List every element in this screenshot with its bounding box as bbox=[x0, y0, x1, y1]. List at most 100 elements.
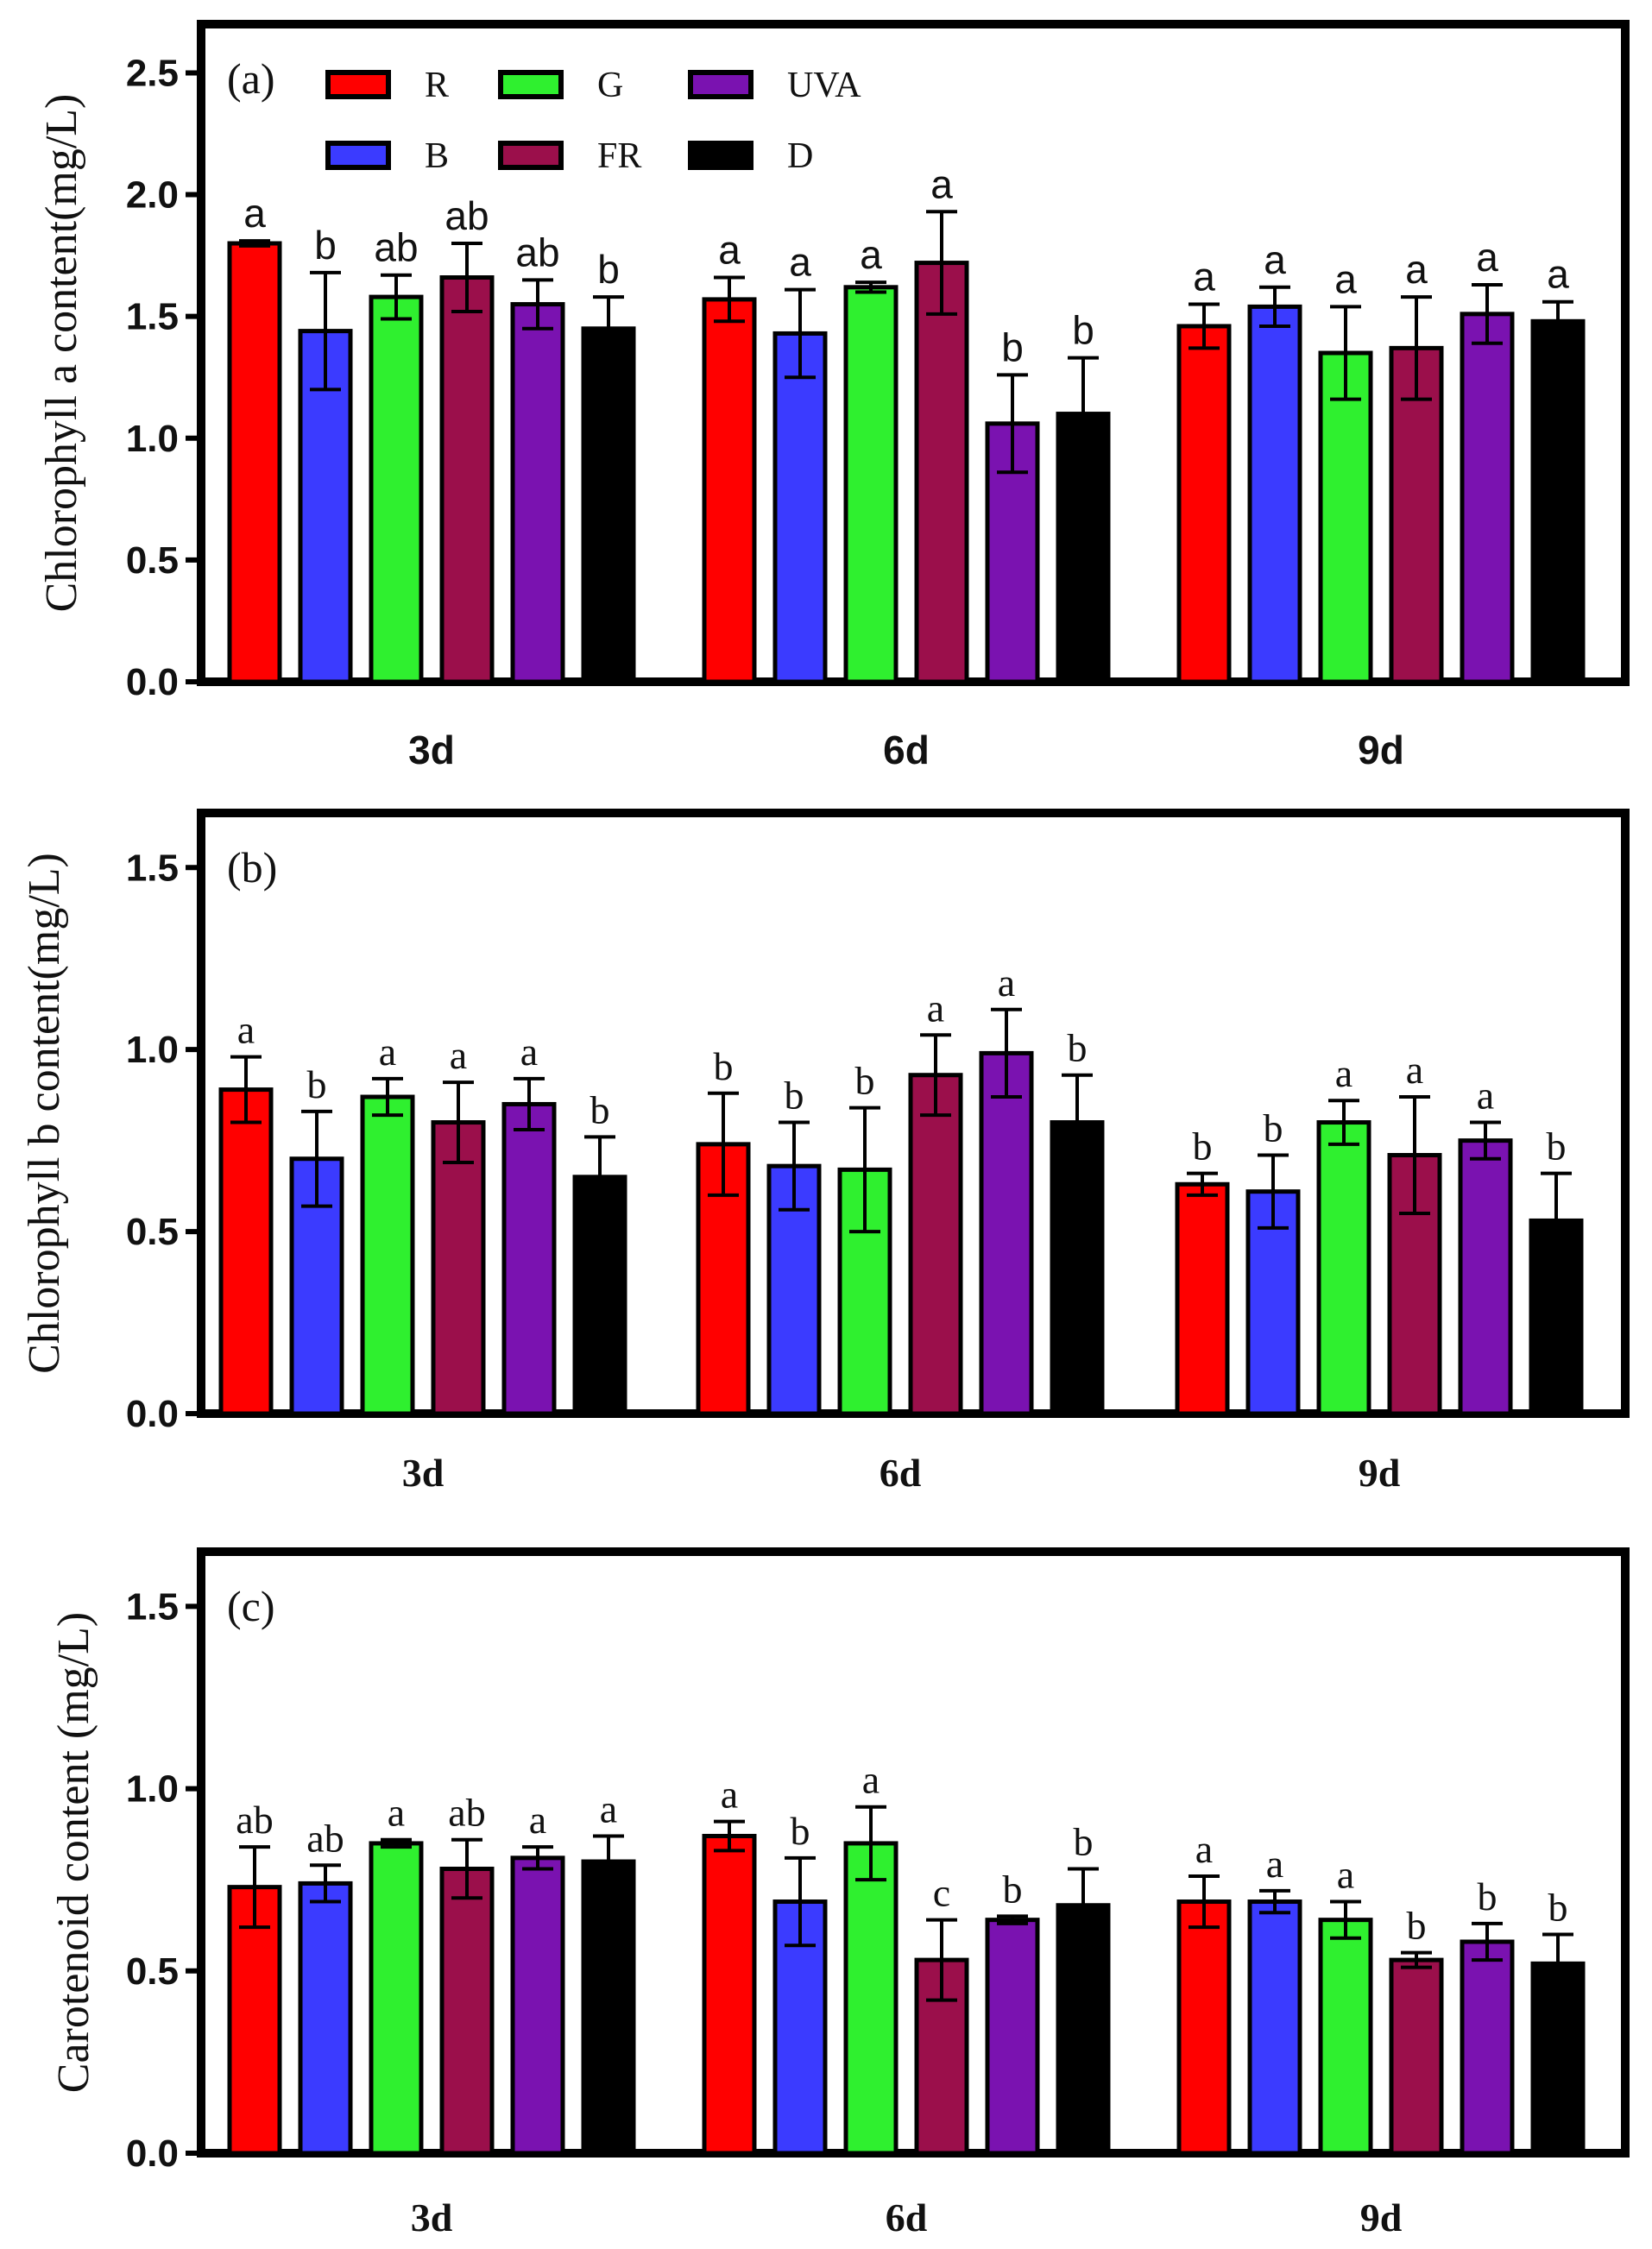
bar-d bbox=[581, 326, 636, 684]
bar-g bbox=[360, 1094, 415, 1416]
significance-letter: a bbox=[718, 228, 741, 273]
significance-letter: a bbox=[721, 1773, 738, 1817]
bar-uva bbox=[501, 1101, 557, 1416]
significance-letter: a bbox=[1405, 247, 1428, 292]
significance-letter: a bbox=[1193, 255, 1215, 299]
bar-fr bbox=[1389, 1957, 1444, 2156]
y-tick-label: 0.0 bbox=[126, 1393, 179, 1435]
x-category-label: 3d bbox=[402, 1451, 445, 1495]
significance-letter: a bbox=[520, 1030, 538, 1074]
y-tick-label: 2.0 bbox=[126, 174, 179, 217]
bar-uva bbox=[510, 302, 565, 684]
y-axis-label: Chlorophyll b content(mg/L) bbox=[20, 853, 69, 1374]
significance-letter: b bbox=[791, 1809, 810, 1853]
significance-letter: ab bbox=[306, 1816, 344, 1860]
legend-label: UVA bbox=[787, 66, 861, 105]
significance-letter: a bbox=[1406, 1048, 1423, 1092]
panel-label: (b) bbox=[227, 843, 277, 891]
significance-letter: b bbox=[1407, 1904, 1427, 1948]
legend-entry-fr: FR bbox=[498, 136, 641, 176]
significance-letter: a bbox=[930, 161, 953, 206]
significance-letter: b bbox=[1074, 1820, 1094, 1864]
bar-d bbox=[1530, 1961, 1586, 2156]
significance-letter: b bbox=[1264, 1106, 1283, 1150]
significance-letter: b bbox=[307, 1062, 327, 1106]
bar-d bbox=[581, 1859, 636, 2156]
significance-letter: b bbox=[314, 223, 337, 268]
plot-frame bbox=[197, 1547, 1630, 2158]
legend-label: R bbox=[425, 66, 449, 105]
significance-letter: a bbox=[1195, 1827, 1213, 1871]
significance-letter: ab bbox=[236, 1798, 273, 1842]
bar-b bbox=[1247, 304, 1302, 684]
chart-panel-2: 0.0 0.5 1.0 1.5 Chlorophyll b content(mg/L) 3… bbox=[20, 809, 1630, 1495]
significance-letter: a bbox=[529, 1798, 546, 1842]
bar-g bbox=[843, 1841, 899, 2156]
significance-letter: ab bbox=[445, 193, 489, 238]
y-tick-label: 1.0 bbox=[126, 1768, 179, 1811]
legend-swatch bbox=[688, 141, 753, 170]
legend-swatch bbox=[688, 70, 753, 99]
y-tick-label: 1.0 bbox=[126, 1029, 179, 1071]
y-tick-label: 1.0 bbox=[126, 418, 179, 460]
legend-entry-b: B bbox=[325, 136, 449, 176]
legend-label: B bbox=[425, 136, 449, 176]
bar-r bbox=[1176, 324, 1232, 684]
bar-fr bbox=[1389, 345, 1444, 684]
bar-d bbox=[1530, 318, 1586, 684]
significance-letter: a bbox=[862, 1758, 880, 1802]
significance-letter: b bbox=[785, 1074, 804, 1118]
y-tick-label: 1.5 bbox=[126, 1585, 179, 1628]
legend-swatch bbox=[498, 141, 564, 170]
bar-d bbox=[1050, 1120, 1105, 1416]
x-category-label: 6d bbox=[886, 2195, 928, 2240]
bar-uva bbox=[985, 1918, 1040, 2156]
significance-letter: a bbox=[1335, 1051, 1352, 1095]
y-tick-label: 1.5 bbox=[126, 296, 179, 338]
y-tick-label: 2.5 bbox=[126, 52, 179, 94]
significance-letter: b bbox=[597, 247, 620, 292]
bar-g bbox=[843, 285, 899, 684]
significance-letter: b bbox=[1068, 1026, 1088, 1070]
legend-swatch bbox=[498, 70, 564, 99]
significance-letter: ab bbox=[515, 230, 559, 274]
significance-letter: a bbox=[1266, 1842, 1283, 1886]
significance-letter: a bbox=[1476, 235, 1498, 280]
significance-letter: b bbox=[1478, 1874, 1498, 1918]
bar-b bbox=[1247, 1899, 1302, 2156]
legend-label: D bbox=[787, 136, 813, 176]
y-tick-label: 0.0 bbox=[126, 661, 179, 703]
significance-letter: b bbox=[855, 1059, 875, 1103]
significance-letter: a bbox=[789, 240, 811, 285]
significance-letter: b bbox=[1547, 1124, 1567, 1169]
bar-uva bbox=[1458, 1138, 1513, 1416]
bar-uva bbox=[979, 1050, 1034, 1416]
chart-panel-1: 0.0 0.5 1.0 1.5 2.0 2.5 Chlorophyll a content(… bbox=[37, 20, 1630, 772]
x-category-label: 9d bbox=[1360, 2195, 1403, 2240]
x-category-label: 9d bbox=[1358, 728, 1404, 772]
bar-r bbox=[702, 1833, 757, 2156]
legend-swatch bbox=[325, 141, 391, 170]
legend-entry-uva: UVA bbox=[688, 66, 861, 105]
bar-r bbox=[227, 241, 282, 684]
significance-letter: a bbox=[1334, 256, 1357, 301]
y-tick-label: 0.5 bbox=[126, 1211, 179, 1253]
bar-r bbox=[227, 1885, 282, 2156]
bar-g bbox=[369, 1841, 424, 2156]
bar-d bbox=[1056, 1903, 1111, 2156]
significance-letter: a bbox=[1337, 1853, 1354, 1897]
significance-letter: b bbox=[1003, 1867, 1023, 1911]
significance-letter: a bbox=[1477, 1074, 1494, 1118]
significance-letter: a bbox=[388, 1791, 405, 1835]
significance-letter: a bbox=[1264, 237, 1286, 282]
bar-g bbox=[1316, 1120, 1371, 1416]
bar-r bbox=[1176, 1899, 1232, 2156]
significance-letter: a bbox=[1547, 252, 1569, 297]
significance-letter: a bbox=[243, 191, 266, 236]
significance-letter: c bbox=[933, 1871, 950, 1915]
legend-entry-d: D bbox=[688, 136, 813, 176]
significance-letter: b bbox=[1193, 1124, 1213, 1169]
bar-g bbox=[1318, 350, 1373, 684]
bar-fr bbox=[439, 1867, 495, 2156]
